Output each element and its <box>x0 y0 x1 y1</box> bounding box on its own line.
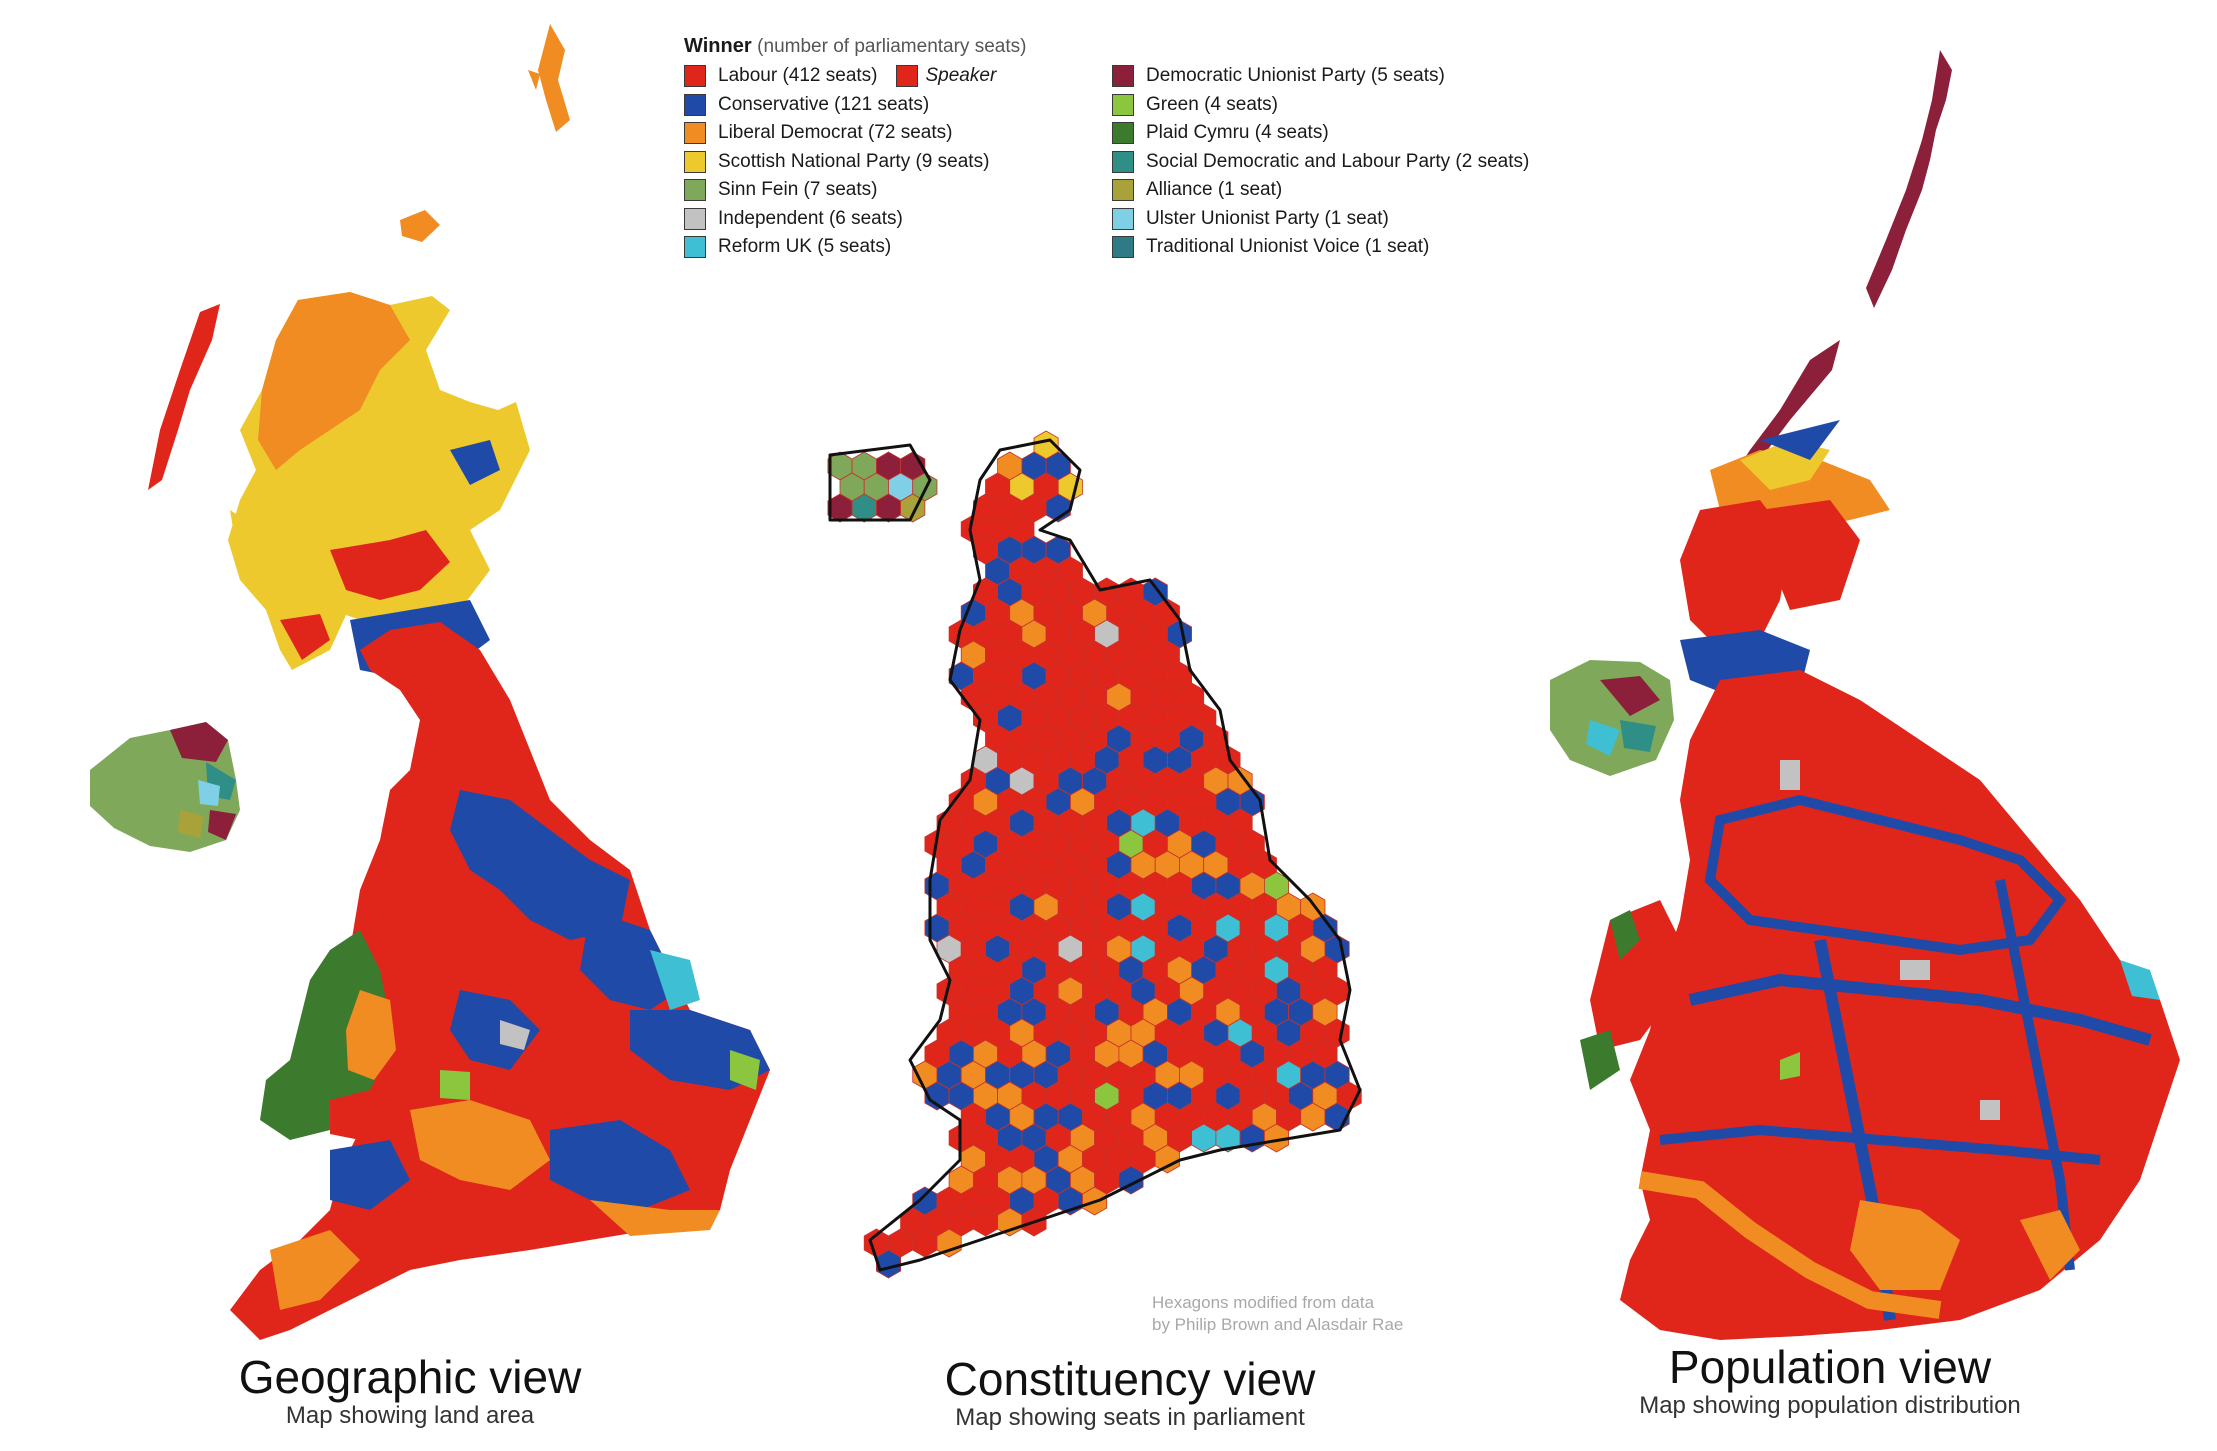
legend-swatch-labour <box>684 65 706 88</box>
population-view-panel: Population view Map showing population d… <box>1460 40 2200 1430</box>
legend-item-sinnfein: Sinn Fein (7 seats) <box>684 176 996 205</box>
legend-column-right: Democratic Unionist Party (5 seats) Green… <box>1112 62 1529 262</box>
legend-label-plaid: Plaid Cymru (4 seats) <box>1146 122 1329 144</box>
northern-scotland-sliver <box>1730 50 1952 480</box>
legend-label-reform: Reform UK (5 seats) <box>718 236 892 258</box>
legend-swatch-independent <box>684 207 706 230</box>
geographic-map <box>90 24 770 1340</box>
constituency-hex <box>1264 1123 1289 1153</box>
credit-line-2: by Philip Brown and Alasdair Rae <box>1152 1315 1404 1334</box>
population-view-subtitle: Map showing population distribution <box>1639 1392 2021 1419</box>
orkney-islands <box>400 210 440 242</box>
legend-swatch-plaid <box>1112 122 1134 145</box>
legend-label-snp: Scottish National Party (9 seats) <box>718 150 990 172</box>
legend-label-sinnfein: Sinn Fein (7 seats) <box>718 179 878 201</box>
legend-item-independent: Independent (6 seats) <box>684 205 996 234</box>
constituency-hex <box>1154 1144 1180 1174</box>
legend-swatch-sinnfein <box>684 179 706 202</box>
outer-hebrides <box>148 304 220 490</box>
hex-constituencies <box>827 430 1362 1279</box>
legend-swatch-uup <box>1112 207 1134 230</box>
legend-label-uup: Ulster Unionist Party (1 seat) <box>1146 207 1389 229</box>
legend-item-libdem: Liberal Democrat (72 seats) <box>684 119 996 148</box>
constituency-hex <box>936 1228 962 1258</box>
legend-swatch-reform <box>684 236 706 259</box>
legend-title-text: Winner <box>684 35 752 57</box>
legend-label-alliance: Alliance (1 seat) <box>1146 179 1283 201</box>
scotland <box>228 292 530 678</box>
legend-item-snp: Scottish National Party (9 seats) <box>684 148 996 177</box>
legend-swatch-snp <box>684 150 706 173</box>
geographic-view-title: Geographic view <box>238 1351 582 1403</box>
legend: Winner (number of parliamentary seats) L… <box>684 34 1584 274</box>
legend-swatch-sdlp <box>1112 150 1134 173</box>
constituency-view-panel: Constituency view Map showing seats in p… <box>760 320 1500 1431</box>
legend-item-sdlp: Social Democratic and Labour Party (2 se… <box>1112 148 1529 177</box>
credit-line-1: Hexagons modified from data <box>1152 1293 1375 1312</box>
constituency-hex-map <box>827 430 1362 1279</box>
legend-label-libdem: Liberal Democrat (72 seats) <box>718 122 953 144</box>
legend-label-speaker: Speaker <box>925 65 997 87</box>
legend-item-uup: Ulster Unionist Party (1 seat) <box>1112 205 1529 234</box>
legend-item-alliance: Alliance (1 seat) <box>1112 176 1529 205</box>
legend-label-independent: Independent (6 seats) <box>718 207 903 229</box>
legend-item-conservative: Conservative (121 seats) <box>684 91 996 120</box>
constituency-view-subtitle: Map showing seats in parliament <box>955 1404 1305 1431</box>
legend-label-tuv: Traditional Unionist Voice (1 seat) <box>1146 236 1430 258</box>
hex-map-ni-outline <box>828 443 932 522</box>
legend-item-reform: Reform UK (5 seats) <box>684 233 996 262</box>
legend-item-labour: Labour (412 seats) Speaker <box>684 62 996 91</box>
legend-swatch-libdem <box>684 122 706 145</box>
legend-swatch-tuv <box>1112 236 1134 259</box>
legend-title: Winner (number of parliamentary seats) <box>684 34 1026 59</box>
constituency-hex <box>876 1249 901 1279</box>
geographic-view-subtitle: Map showing land area <box>285 1402 535 1429</box>
legend-column-left: Labour (412 seats) Speaker Conservative (1… <box>684 62 996 262</box>
legend-swatch-alliance <box>1112 179 1134 202</box>
legend-swatch-dup <box>1112 65 1134 88</box>
population-view-title: Population view <box>1668 1341 1992 1393</box>
legend-label-dup: Democratic Unionist Party (5 seats) <box>1146 65 1445 87</box>
scotland-cartogram <box>1680 420 1890 700</box>
geographic-view-panel: Geographic view Map showing land area <box>30 10 790 1430</box>
constituency-view-title: Constituency view <box>944 1353 1316 1405</box>
wales <box>260 930 396 1140</box>
legend-label-conservative: Conservative (121 seats) <box>718 93 930 115</box>
shetland-islands <box>528 24 570 132</box>
legend-item-tuv: Traditional Unionist Voice (1 seat) <box>1112 233 1529 262</box>
legend-label-sdlp: Social Democratic and Labour Party (2 se… <box>1146 150 1530 172</box>
legend-item-green: Green (4 seats) <box>1112 91 1529 120</box>
legend-subtitle: (number of parliamentary seats) <box>757 36 1027 57</box>
legend-item-speaker: Speaker <box>895 65 997 88</box>
legend-item-plaid: Plaid Cymru (4 seats) <box>1112 119 1529 148</box>
legend-swatch-green <box>1112 93 1134 116</box>
hex-map-outline <box>868 438 1362 1272</box>
legend-item-dup: Democratic Unionist Party (5 seats) <box>1112 62 1529 91</box>
legend-swatch-conservative <box>684 93 706 116</box>
northern-ireland <box>90 722 240 852</box>
england <box>230 622 770 1340</box>
northern-ireland-cartogram <box>1550 660 1674 776</box>
legend-label-green: Green (4 seats) <box>1146 93 1278 115</box>
hexagon-credit: Hexagons modified from data by Philip Br… <box>1152 1292 1403 1336</box>
population-cartogram <box>1550 50 2180 1340</box>
legend-swatch-speaker <box>895 65 918 88</box>
legend-label-labour: Labour (412 seats) <box>718 65 878 87</box>
england-wales-cartogram <box>1580 670 2180 1340</box>
